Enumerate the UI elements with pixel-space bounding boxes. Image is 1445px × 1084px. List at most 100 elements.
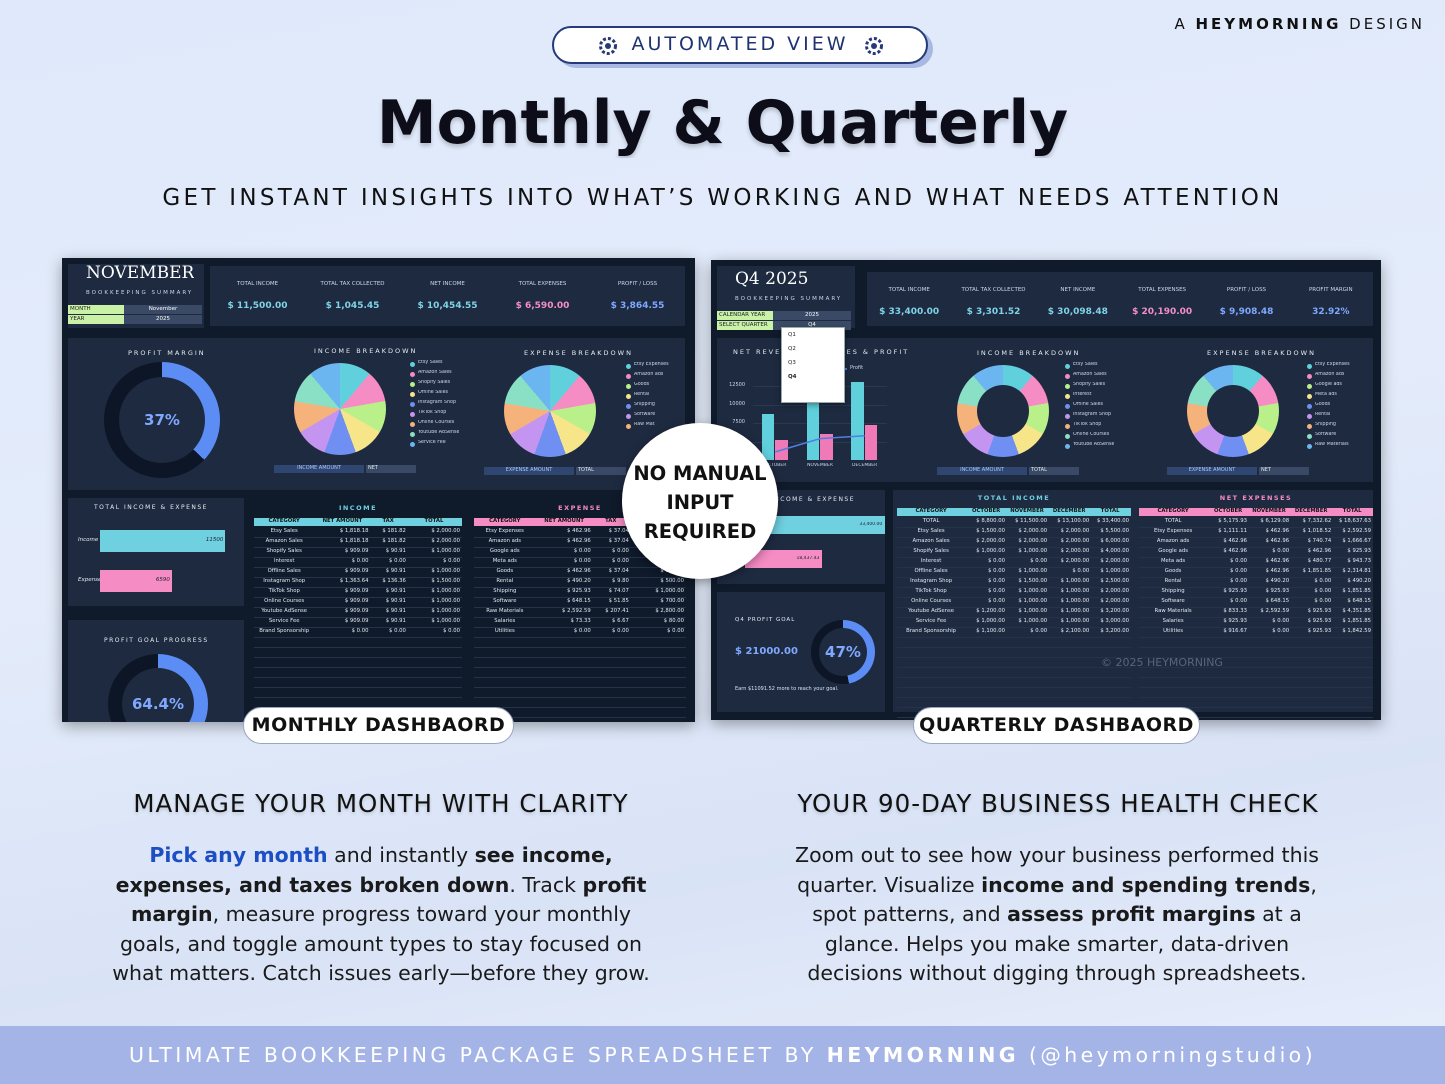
legend-swatch — [1065, 384, 1070, 389]
table-cell: NOVEMBER — [1010, 508, 1044, 514]
table-cell: $ 0.00 — [1230, 578, 1247, 584]
legend-swatch — [1307, 404, 1312, 409]
legend-swatch — [410, 412, 415, 417]
table-cell: CATEGORY — [1157, 508, 1189, 514]
table-rule — [474, 616, 686, 618]
control-bg — [1029, 467, 1079, 475]
table-rule — [1139, 556, 1373, 558]
table-cell: $ 462.96 — [1265, 538, 1290, 544]
dropdown[interactable]: Q1 Q2 Q3 Q4 — [781, 327, 845, 403]
legend-label: Offline Sales — [418, 390, 449, 395]
table-cell: $ 925.93 — [1347, 548, 1371, 554]
legend-label: Meta ads — [1315, 392, 1337, 397]
table-cell: $ 2,592.59 — [1260, 608, 1290, 614]
badge-text: AUTOMATED VIEW — [631, 33, 849, 55]
legend-swatch — [1065, 364, 1070, 369]
table-cell: Interest — [920, 558, 942, 564]
table-cell: $ 1,000.00 — [1060, 618, 1090, 624]
table-cell: $ 2,000.00 — [1060, 548, 1090, 554]
table-cell: $ 0.00 — [1030, 558, 1048, 564]
table-cell: $ 0.00 — [351, 558, 369, 564]
table-cell: $ 1,000.00 — [1018, 548, 1048, 554]
table-cell: $ 74.07 — [608, 588, 629, 594]
table-rule — [897, 526, 1131, 528]
table-cell: $ 90.91 — [385, 608, 406, 614]
bar — [100, 530, 226, 552]
legend-label: Amazon Sales — [418, 370, 452, 375]
dropdown-option[interactable]: Q2 — [788, 346, 796, 352]
selector-label-bg — [717, 311, 773, 320]
legend-swatch — [410, 382, 415, 387]
table-cell: DECEMBER — [1294, 508, 1328, 514]
dropdown-option[interactable]: Q1 — [788, 332, 796, 338]
legend-label: Goods — [1315, 402, 1331, 407]
text-run: HEYMORNING — [826, 1043, 1020, 1067]
legend-swatch — [1307, 374, 1312, 379]
table-cell: $ 1,500.00 — [431, 578, 460, 584]
table-rule — [1139, 646, 1373, 648]
table-cell: NET AMOUNT — [322, 518, 363, 524]
table-cell: $ 2,000.00 — [1018, 528, 1048, 534]
table-header-bg — [1139, 508, 1373, 516]
table-cell: Amazon ads — [1156, 538, 1190, 544]
table-rule — [254, 606, 462, 608]
table-rule — [1139, 616, 1373, 618]
table-cell: $ 0.00 — [573, 628, 591, 634]
table-cell: $ 925.93 — [1307, 608, 1332, 614]
selector-label-bg — [68, 315, 124, 324]
legend-swatch — [1307, 414, 1312, 419]
control-label: EXPENSE AMOUNT — [1188, 467, 1236, 473]
table-cell: $ 1,851.85 — [1342, 618, 1371, 624]
legend-swatch — [410, 392, 415, 397]
table-cell: Amazon Sales — [912, 538, 950, 544]
table-rule — [474, 576, 686, 578]
kpi-value: $ 10,454.55 — [417, 301, 478, 311]
table-cell: $ 1,000.00 — [431, 568, 460, 574]
progress-ring: 47% — [811, 620, 875, 684]
table-cell: Software — [493, 598, 517, 604]
selector-label: CALENDAR YEAR — [719, 312, 766, 318]
table-cell: Google ads — [489, 548, 520, 554]
table-rule — [1139, 656, 1373, 658]
kpi-value: $ 33,400.00 — [879, 307, 940, 317]
badge: AUTOMATED VIEW — [552, 26, 928, 64]
table-cell: $ 1,000.00 — [1018, 588, 1048, 594]
legend-label: Online Courses — [1073, 432, 1110, 437]
bar-value: 18,437.43 — [796, 556, 820, 561]
bar-value: 11500 — [205, 537, 224, 543]
text-run: (@heymorningstudio) — [1019, 1043, 1317, 1067]
goal-note: Earn $11091.52 more to reach your goal. — [735, 686, 839, 692]
table-cell: NOVEMBER — [1252, 508, 1286, 514]
table-cell: OCTOBER — [971, 508, 1001, 514]
legend-swatch — [410, 402, 415, 407]
kpi-value: $ 20,190.00 — [1132, 307, 1193, 317]
table-cell: Utilities — [494, 628, 515, 634]
kpi-label: TOTAL INCOME — [236, 281, 279, 287]
table-cell: $ 2,800.00 — [655, 608, 684, 614]
table-rule — [1139, 686, 1373, 688]
legend-label: Instagram Shop — [1073, 412, 1111, 417]
kpi-value: $ 6,590.00 — [515, 301, 570, 311]
legend-swatch — [626, 394, 631, 399]
table-cell: TOTAL — [1164, 518, 1182, 524]
bar — [745, 550, 823, 568]
dropdown-option[interactable]: Q4 — [788, 374, 797, 380]
table-cell: $ 1,842.59 — [1342, 628, 1371, 634]
table-rule — [474, 656, 686, 658]
table-rule — [474, 606, 686, 608]
table-title: EXPENSE — [558, 504, 602, 512]
selector-label: SELECT QUARTER — [719, 322, 768, 328]
chart-title: EXPENSE BREAKDOWN — [1207, 349, 1316, 357]
legend-label: Etsy Expenses — [634, 362, 669, 367]
bar — [745, 516, 886, 534]
legend-swatch — [626, 374, 631, 379]
kpi-value: $ 11,500.00 — [227, 301, 288, 311]
table-cell: $ 80.00 — [663, 618, 684, 624]
dropdown-option[interactable]: Q3 — [788, 360, 796, 366]
table-cell: $ 8,800.00 — [976, 518, 1005, 524]
card — [867, 272, 1373, 326]
table-rule — [254, 576, 462, 578]
table-cell: $ 90.91 — [385, 548, 406, 554]
legend-label: TikTok Shop — [418, 410, 447, 415]
table-rule — [254, 646, 462, 648]
